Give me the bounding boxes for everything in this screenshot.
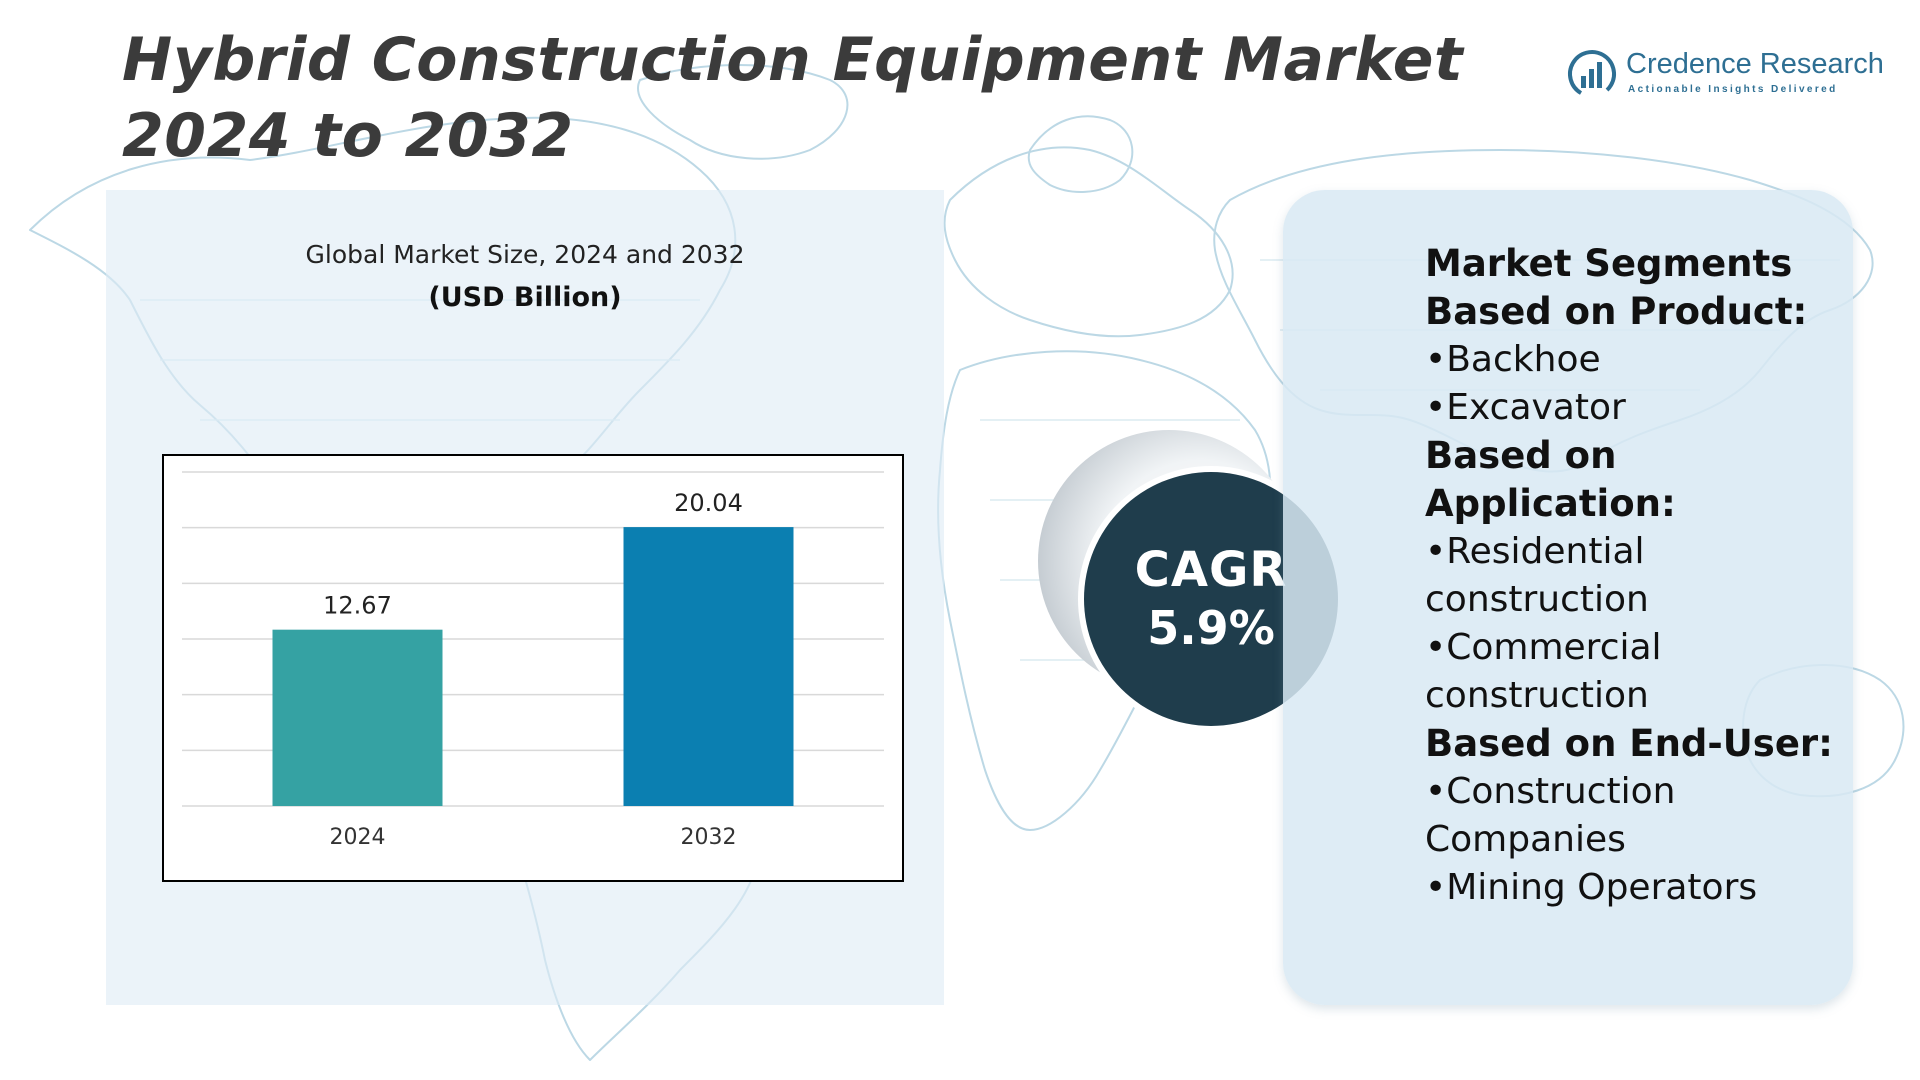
map-greenland [637, 64, 849, 160]
segment-item-backhoe: Backhoe [1425, 336, 1845, 384]
segment-item-construction-companies: Construction Companies [1425, 768, 1845, 864]
map-scandinavia [1027, 115, 1134, 193]
data-label-2024: 12.67 [323, 592, 392, 620]
segment-item-excavator: Excavator [1425, 384, 1845, 432]
market-size-chart-panel: Global Market Size, 2024 and 2032 (USD B… [106, 190, 944, 1005]
bar-2032 [623, 527, 794, 806]
page-title: Hybrid Construction Equipment Market 202… [122, 25, 1464, 171]
cagr-label: CAGR [1134, 542, 1288, 598]
segment-heading-application: Based on Application: [1425, 434, 1676, 525]
bar-2024 [272, 629, 443, 806]
market-size-bar-chart: 12.67 2024 20.04 2032 [162, 454, 904, 882]
segment-item-commercial-construction: Commercial construction [1425, 624, 1845, 720]
chart-title: Global Market Size, 2024 and 2032 [305, 240, 745, 269]
segment-heading-end-user: Based on End-User: [1425, 722, 1833, 765]
segment-item-mining-operators: Mining Operators [1425, 864, 1845, 912]
credence-research-logo: Credence Research Actionable Insights De… [1566, 46, 1886, 102]
segment-item-residential-construction: Residential construction [1425, 528, 1845, 624]
logo-tagline: Actionable Insights Delivered [1628, 84, 1838, 95]
cagr-value: 5.9% [1147, 601, 1275, 655]
logo-company-name: Credence Research [1626, 48, 1884, 80]
chart-unit-label: (USD Billion) [428, 282, 622, 313]
bar-chart-logo-icon [1568, 50, 1616, 98]
segments-heading: Market Segments [1425, 242, 1793, 285]
market-segments-list: Market Segments Based on Product: Backho… [1425, 240, 1845, 912]
x-tick-label-2024: 2024 [330, 825, 386, 850]
x-tick-label-2032: 2032 [681, 825, 737, 850]
market-segments-panel: Market Segments Based on Product: Backho… [1283, 190, 1853, 1005]
segment-heading-product: Based on Product: [1425, 290, 1808, 333]
data-label-2032: 20.04 [674, 489, 743, 517]
map-europe [943, 146, 1234, 338]
